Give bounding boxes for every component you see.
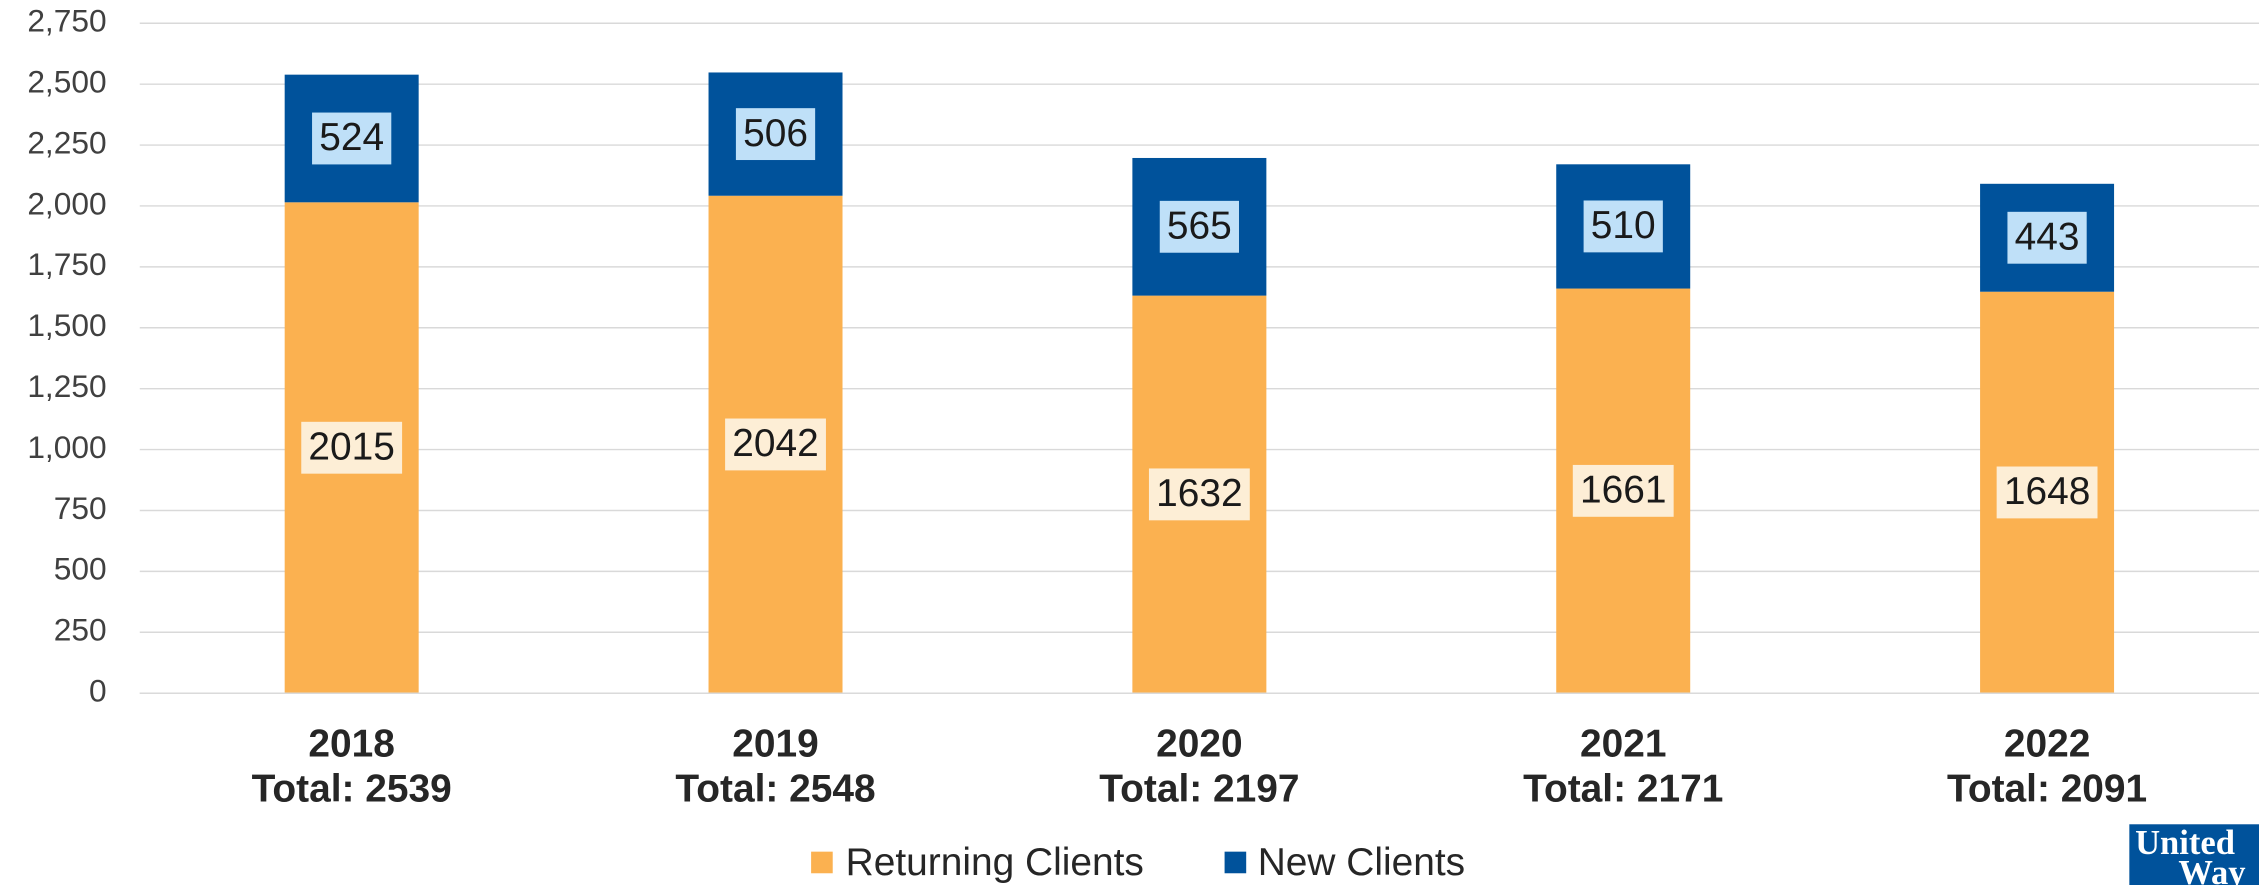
data-label: 1661 [1580, 469, 1666, 512]
data-label-bg [1159, 200, 1239, 253]
x-tick-label: 2018 [308, 723, 394, 766]
y-tick-label: 500 [54, 551, 107, 587]
data-label: 2042 [732, 422, 818, 465]
x-tick-total: Total: 2548 [675, 767, 875, 810]
x-tick-label: 2022 [2004, 723, 2090, 766]
legend-label: New Clients [1258, 841, 1465, 884]
y-tick-label: 2,750 [27, 3, 106, 39]
y-tick-label: 1,250 [27, 368, 106, 404]
data-label: 524 [319, 116, 384, 159]
data-label: 565 [1167, 204, 1232, 247]
data-label-bg [1996, 466, 2098, 519]
y-tick-label: 1,000 [27, 429, 106, 465]
logo-box [2129, 824, 2259, 885]
data-label-bg [1148, 468, 1250, 521]
x-tick-label: 2021 [1580, 723, 1666, 766]
logo-text: Way [2178, 854, 2245, 885]
x-tick-total: Total: 2539 [252, 767, 452, 810]
data-label: 443 [2015, 215, 2080, 258]
y-tick-label: 2,500 [27, 64, 106, 100]
legend-swatch [811, 851, 833, 874]
x-tick-label: 2020 [1156, 723, 1242, 766]
data-label: 510 [1591, 204, 1656, 247]
y-tick-label: 250 [54, 612, 107, 648]
data-label-bg [2007, 211, 2087, 264]
data-label-bg [301, 421, 403, 474]
y-tick-label: 0 [89, 673, 107, 709]
y-tick-label: 2,000 [27, 185, 106, 221]
legend-swatch [1224, 851, 1247, 874]
data-label-bg [1572, 464, 1674, 517]
data-label-bg [312, 112, 392, 165]
y-tick-label: 1,750 [27, 246, 106, 282]
y-tick-label: 1,500 [27, 307, 106, 343]
legend-label: Returning Clients [846, 841, 1144, 884]
data-label-bg [1583, 200, 1663, 253]
y-tick-label: 750 [54, 490, 107, 526]
x-tick-total: Total: 2197 [1099, 767, 1299, 810]
logo-text: United [2135, 824, 2235, 862]
x-tick-total: Total: 2091 [1947, 767, 2147, 810]
data-label: 2015 [308, 425, 394, 468]
x-tick-total: Total: 2171 [1523, 767, 1723, 810]
data-label-bg [725, 418, 826, 471]
data-label: 506 [743, 112, 808, 155]
x-tick-label: 2019 [732, 723, 818, 766]
data-label: 1648 [2004, 470, 2090, 513]
data-label: 1632 [1156, 472, 1242, 515]
data-label-bg [735, 108, 816, 161]
y-tick-label: 2,250 [27, 124, 106, 160]
